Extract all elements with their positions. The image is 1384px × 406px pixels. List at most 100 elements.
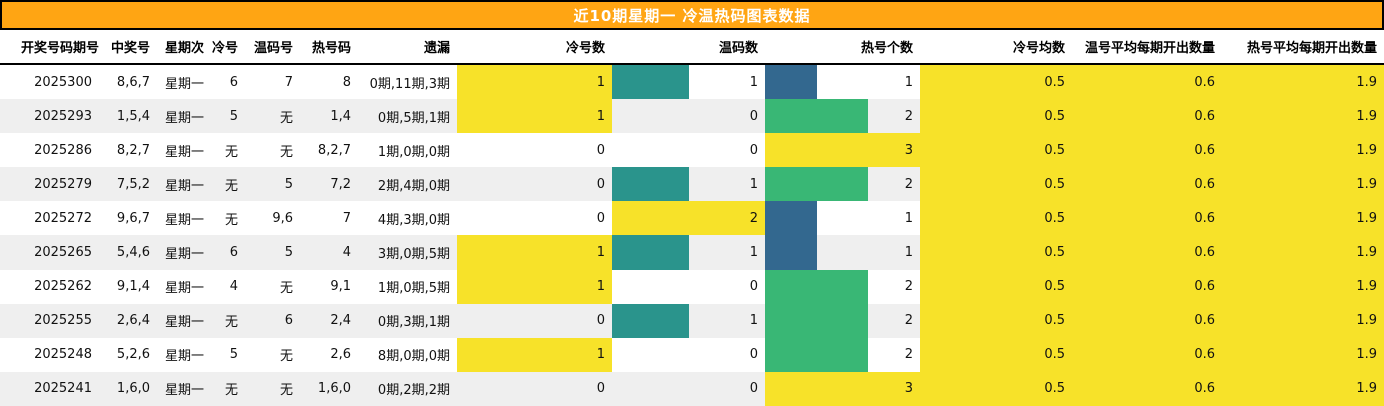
- cold-avg-value: 0.5: [1044, 74, 1065, 90]
- cell-miss: 0期,5期,1期: [358, 99, 457, 133]
- cold-avg-value: 0.5: [1044, 313, 1065, 329]
- title-bar: 近10期星期一 冷温热码图表数据: [0, 0, 1384, 30]
- cold-avg-value: 0.5: [1044, 210, 1065, 226]
- warm-avg-value: 0.6: [1194, 176, 1215, 192]
- hot-value: 9,1: [330, 279, 351, 295]
- period-value: 2025300: [34, 74, 92, 90]
- cell-weekday: 星期一: [157, 201, 212, 235]
- cell-cold: 无: [212, 304, 245, 338]
- hot-value: 2,4: [330, 313, 351, 329]
- cell-cold: 6: [212, 65, 245, 99]
- cell-cold-count: 0: [457, 372, 612, 406]
- hot-count-value: 2: [904, 176, 913, 192]
- cold-value: 5: [229, 108, 238, 124]
- cold-value: 6: [229, 245, 238, 261]
- col-header-hot-count: 热号个数: [860, 41, 913, 56]
- hot-value: 7: [342, 210, 351, 226]
- warm-avg-value: 0.6: [1194, 142, 1215, 158]
- hot-count-databar: [765, 99, 869, 134]
- cold-avg-value: 0.5: [1044, 108, 1065, 124]
- cell-warm-count: 2: [612, 201, 765, 236]
- cell-hot-count: 2: [765, 269, 920, 304]
- cold-count-databar: [457, 337, 612, 372]
- table-row: 2025248 5,2,6 星期一 5 无 2,6 8期,0期,0期 1 0 2…: [0, 337, 1384, 372]
- miss-value: 4期,3期,0期: [377, 212, 450, 228]
- warm-value: 无: [279, 110, 293, 126]
- table-row: 2025241 1,6,0 星期一 无 无 1,6,0 0期,2期,2期 0 0…: [0, 371, 1384, 406]
- cell-cold: 5: [212, 99, 245, 133]
- warm-value: 无: [279, 383, 293, 399]
- hot-count-value: 2: [904, 279, 913, 295]
- warm-value: 无: [279, 349, 293, 365]
- cell-hot-count: 2: [765, 167, 920, 202]
- cell-hot: 2,4: [300, 304, 358, 338]
- hot-value: 2,6: [330, 347, 351, 363]
- cell-hot-count: 2: [765, 337, 920, 372]
- cell-period: 2025262: [0, 270, 105, 304]
- cold-count-value: 0: [596, 210, 605, 226]
- cell-cold: 无: [212, 133, 245, 167]
- win-value: 1,6,0: [116, 381, 150, 397]
- hot-count-value: 3: [904, 142, 913, 158]
- page-title: 近10期星期一 冷温热码图表数据: [573, 6, 811, 25]
- cold-count-databar: [457, 235, 612, 270]
- cell-hot-count: 2: [765, 99, 920, 134]
- hot-count-databar: [765, 133, 920, 168]
- cold-value: 无: [224, 212, 238, 228]
- cell-cold-avg: 0.5: [920, 269, 1072, 304]
- cell-warm-avg: 0.6: [1072, 269, 1222, 304]
- cell-warm-count: 0: [612, 372, 765, 406]
- cell-hot-count: 1: [765, 65, 920, 100]
- cold-value: 5: [229, 347, 238, 363]
- hot-avg-value: 1.9: [1356, 74, 1377, 90]
- win-value: 5,4,6: [116, 245, 150, 261]
- cell-warm-avg: 0.6: [1072, 133, 1222, 168]
- hot-avg-value: 1.9: [1356, 176, 1377, 192]
- cell-hot-avg: 1.9: [1222, 269, 1384, 304]
- cell-hot-avg: 1.9: [1222, 371, 1384, 406]
- cell-warm: 无: [245, 270, 300, 304]
- warm-count-databar: [612, 235, 689, 270]
- cell-cold: 6: [212, 235, 245, 269]
- cell-miss: 2期,4期,0期: [358, 167, 457, 201]
- table-row: 2025286 8,2,7 星期一 无 无 8,2,7 1期,0期,0期 0 0…: [0, 133, 1384, 168]
- period-value: 2025265: [34, 245, 92, 261]
- warm-value: 7: [284, 74, 293, 90]
- cell-warm-count: 1: [612, 235, 765, 270]
- cell-hot: 1,6,0: [300, 372, 358, 406]
- hot-count-databar: [765, 303, 869, 338]
- cell-warm: 5: [245, 235, 300, 269]
- cell-cold-avg: 0.5: [920, 133, 1072, 168]
- miss-value: 0期,5期,1期: [377, 110, 450, 126]
- warm-avg-value: 0.6: [1194, 381, 1215, 397]
- warm-value: 5: [284, 245, 293, 261]
- cell-cold-count: 0: [457, 133, 612, 167]
- cell-cold-count: 1: [457, 99, 612, 134]
- cell-miss: 1期,0期,0期: [358, 133, 457, 167]
- win-value: 9,1,4: [116, 279, 150, 295]
- cell-warm-count: 0: [612, 270, 765, 304]
- cell-miss: 0期,11期,3期: [358, 65, 457, 99]
- cell-cold-count: 1: [457, 337, 612, 372]
- warm-count-value: 1: [749, 313, 758, 329]
- cell-cold-avg: 0.5: [920, 201, 1072, 236]
- table-row: 2025255 2,6,4 星期一 无 6 2,4 0期,3期,1期 0 1 2…: [0, 303, 1384, 338]
- table-row: 2025272 9,6,7 星期一 无 9,6 7 4期,3期,0期 0 2 1…: [0, 201, 1384, 236]
- cell-cold-count: 0: [457, 201, 612, 235]
- cell-cold-count: 0: [457, 304, 612, 338]
- hot-avg-value: 1.9: [1356, 347, 1377, 363]
- cell-win: 1,6,0: [105, 372, 157, 406]
- cell-warm: 无: [245, 372, 300, 406]
- cell-hot-avg: 1.9: [1222, 65, 1384, 100]
- cell-hot-count: 3: [765, 133, 920, 168]
- miss-value: 0期,3期,1期: [377, 315, 450, 331]
- cell-cold-count: 1: [457, 65, 612, 100]
- cell-weekday: 星期一: [157, 270, 212, 304]
- cell-cold-avg: 0.5: [920, 371, 1072, 406]
- cell-win: 2,6,4: [105, 304, 157, 338]
- hot-count-value: 1: [904, 74, 913, 90]
- cell-warm-avg: 0.6: [1072, 337, 1222, 372]
- hot-count-databar: [765, 235, 817, 270]
- cell-miss: 1期,0期,5期: [358, 270, 457, 304]
- warm-count-databar: [612, 65, 689, 100]
